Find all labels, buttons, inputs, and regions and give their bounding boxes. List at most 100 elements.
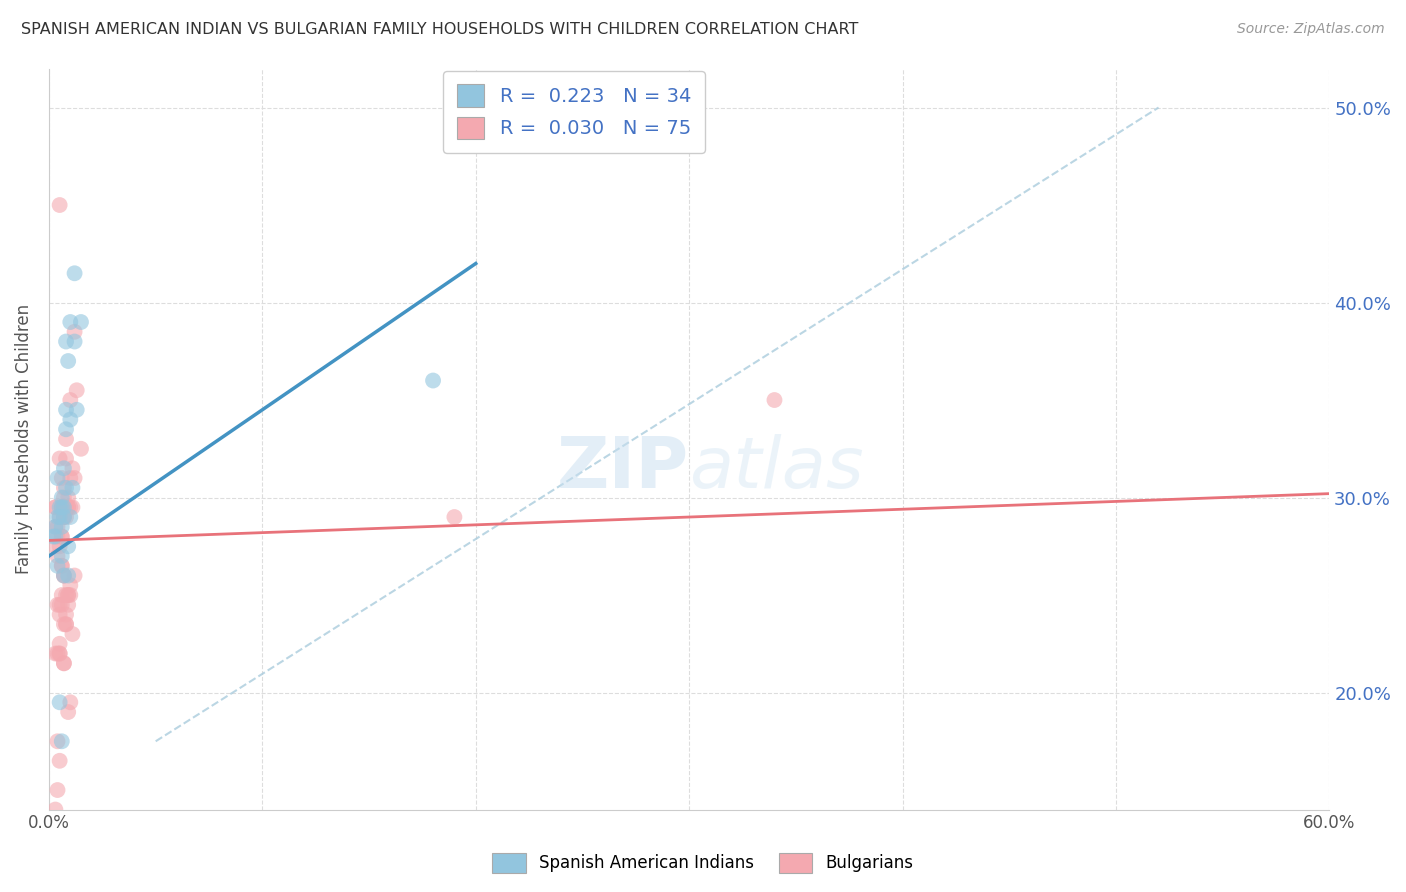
Point — [48, 198, 70, 212]
Point — [44, 803, 66, 817]
Point — [44, 520, 66, 534]
Point — [51, 598, 73, 612]
Point — [52, 510, 75, 524]
Point — [46, 783, 69, 797]
Point — [55, 588, 77, 602]
Point — [44, 822, 66, 836]
Point — [59, 392, 82, 407]
Point — [66, 402, 89, 417]
Point — [56, 568, 79, 582]
Point — [62, 500, 84, 515]
Point — [48, 500, 70, 515]
Y-axis label: Family Households with Children: Family Households with Children — [15, 304, 32, 574]
Point — [48, 754, 70, 768]
Point — [52, 491, 75, 505]
Point — [44, 500, 66, 515]
Point — [44, 500, 66, 515]
Point — [56, 354, 79, 368]
Point — [55, 432, 77, 446]
Point — [62, 627, 84, 641]
Point — [59, 588, 82, 602]
Text: atlas: atlas — [689, 434, 863, 503]
Point — [55, 607, 77, 622]
Point — [51, 471, 73, 485]
Point — [55, 617, 77, 632]
Point — [63, 266, 86, 280]
Point — [44, 520, 66, 534]
Point — [52, 657, 75, 671]
Point — [55, 334, 77, 349]
Point — [56, 598, 79, 612]
Point — [46, 520, 69, 534]
Point — [52, 568, 75, 582]
Point — [63, 325, 86, 339]
Point — [44, 539, 66, 553]
Point — [56, 500, 79, 515]
Point — [55, 481, 77, 495]
Point — [59, 500, 82, 515]
Point — [63, 471, 86, 485]
Point — [42, 529, 65, 543]
Point — [55, 500, 77, 515]
Point — [55, 422, 77, 436]
Point — [52, 657, 75, 671]
Point — [52, 500, 75, 515]
Point — [70, 315, 93, 329]
Point — [44, 647, 66, 661]
Point — [52, 568, 75, 582]
Point — [55, 402, 77, 417]
Point — [51, 588, 73, 602]
Point — [52, 500, 75, 515]
Point — [48, 647, 70, 661]
Point — [63, 568, 86, 582]
Point — [46, 529, 69, 543]
Point — [55, 510, 77, 524]
Point — [66, 384, 89, 398]
Legend: Spanish American Indians, Bulgarians: Spanish American Indians, Bulgarians — [485, 847, 921, 880]
Point — [48, 598, 70, 612]
Point — [443, 510, 465, 524]
Point — [59, 578, 82, 592]
Point — [62, 461, 84, 475]
Text: SPANISH AMERICAN INDIAN VS BULGARIAN FAMILY HOUSEHOLDS WITH CHILDREN CORRELATION: SPANISH AMERICAN INDIAN VS BULGARIAN FAM… — [21, 22, 859, 37]
Point — [52, 568, 75, 582]
Text: Source: ZipAtlas.com: Source: ZipAtlas.com — [1237, 22, 1385, 37]
Point — [48, 695, 70, 709]
Point — [48, 607, 70, 622]
Point — [70, 442, 93, 456]
Point — [51, 558, 73, 573]
Point — [52, 510, 75, 524]
Point — [52, 481, 75, 495]
Point — [51, 491, 73, 505]
Point — [51, 500, 73, 515]
Point — [55, 451, 77, 466]
Point — [51, 500, 73, 515]
Point — [51, 500, 73, 515]
Point — [59, 412, 82, 426]
Point — [51, 529, 73, 543]
Point — [46, 598, 69, 612]
Point — [48, 637, 70, 651]
Point — [763, 392, 786, 407]
Point — [59, 510, 82, 524]
Point — [55, 617, 77, 632]
Point — [51, 549, 73, 563]
Point — [63, 334, 86, 349]
Point — [422, 374, 444, 388]
Point — [56, 500, 79, 515]
Point — [52, 461, 75, 475]
Point — [48, 510, 70, 524]
Point — [46, 549, 69, 563]
Point — [46, 471, 69, 485]
Point — [51, 520, 73, 534]
Point — [62, 481, 84, 495]
Point — [48, 539, 70, 553]
Point — [59, 315, 82, 329]
Point — [52, 617, 75, 632]
Point — [51, 558, 73, 573]
Point — [46, 558, 69, 573]
Point — [51, 500, 73, 515]
Text: ZIP: ZIP — [557, 434, 689, 503]
Point — [56, 705, 79, 719]
Point — [56, 539, 79, 553]
